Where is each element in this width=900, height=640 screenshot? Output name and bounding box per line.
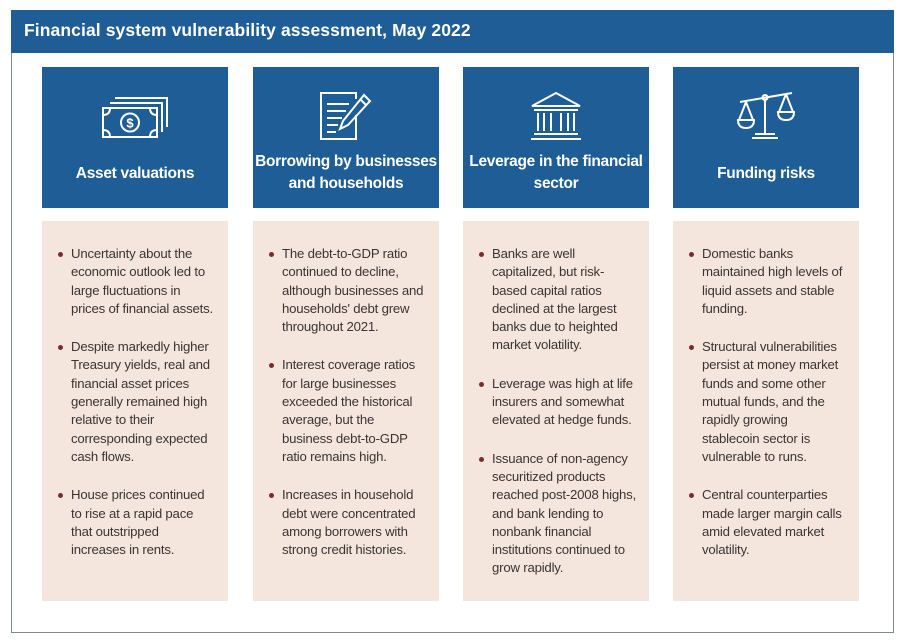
svg-text:$: $ (126, 116, 134, 131)
column-funding-risks: Funding risks Domestic banks maintained … (673, 67, 859, 601)
category-card: Leverage in the financial sector (463, 67, 649, 208)
category-title: Asset valuations (75, 165, 195, 182)
bullet-item: Domestic banks maintained high levels of… (687, 245, 847, 318)
bullet-item: Despite markedly higher Treasury yields,… (56, 338, 216, 466)
document-pen-icon (318, 87, 374, 145)
category-card: Borrowing by businesses and households (253, 67, 439, 208)
money-bills-icon: $ (101, 87, 169, 145)
bullet-item: Structural vulnerabilities persist at mo… (687, 338, 847, 466)
bullet-item: Leverage was high at life insurers and s… (477, 375, 637, 430)
category-title: Borrowing by businesses and households (255, 153, 437, 192)
category-title: Funding risks (717, 165, 815, 182)
bullet-item: Banks are well capitalized, but risk-bas… (477, 245, 637, 355)
category-card: Funding risks (673, 67, 859, 208)
bullet-item: Increases in household debt were concent… (267, 486, 427, 559)
column-asset-valuations: $ Asset valuations Uncertainty about the… (42, 67, 228, 601)
bullet-item: The debt-to-GDP ratio continued to decli… (267, 245, 427, 336)
bullet-item: Central counterparties made larger margi… (687, 486, 847, 559)
bullet-item: Uncertainty about the economic outlook l… (56, 245, 216, 318)
column-leverage: Leverage in the financial sector Banks a… (463, 67, 649, 601)
bullet-panel: Uncertainty about the economic outlook l… (42, 221, 228, 601)
category-title: Leverage in the financial sector (469, 153, 643, 192)
bank-building-icon (529, 87, 583, 145)
bullet-item: House prices continued to rise at a rapi… (56, 486, 216, 559)
bullet-panel: Domestic banks maintained high levels of… (673, 221, 859, 601)
bullet-item: Interest coverage ratios for large busin… (267, 356, 427, 466)
category-card: $ Asset valuations (42, 67, 228, 208)
bullet-panel: The debt-to-GDP ratio continued to decli… (253, 221, 439, 601)
figure-title: Financial system vulnerability assessmen… (11, 10, 894, 53)
column-borrowing: Borrowing by businesses and households T… (253, 67, 439, 601)
bullet-item: Issuance of non-agency securitized produ… (477, 450, 637, 578)
balance-scale-icon (736, 87, 796, 145)
bullet-panel: Banks are well capitalized, but risk-bas… (463, 221, 649, 601)
